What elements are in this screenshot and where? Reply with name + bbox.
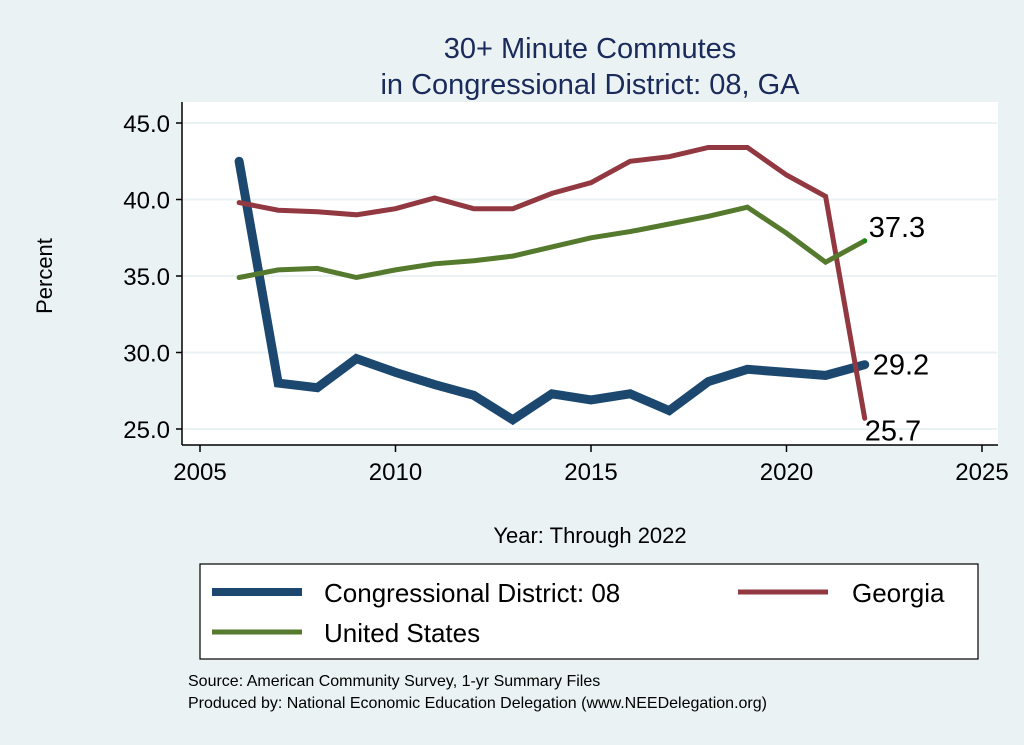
y-ticks: 25.0 30.0 35.0 40.0 45.0: [123, 111, 182, 444]
end-label-georgia: 25.7: [865, 415, 921, 447]
end-labels: 29.2 25.7 37.3: [862, 212, 929, 447]
x-tick-label: 2025: [955, 459, 1008, 486]
series-line-us: [236, 204, 868, 281]
gridlines: [183, 122, 997, 430]
legend-label-georgia: Georgia: [852, 578, 945, 608]
end-label-us: 37.3: [869, 212, 925, 244]
legend: Congressional District: 08 Georgia Unite…: [199, 563, 979, 660]
producer-note: Produced by: National Economic Education…: [188, 695, 767, 712]
y-tick-label: 25.0: [123, 417, 170, 444]
chart-title-line1: 30+ Minute Commutes: [444, 33, 737, 65]
legend-box: [199, 563, 979, 660]
x-ticks: 2005 2010 2015 2020 2025: [173, 445, 1009, 486]
y-tick-label: 45.0: [123, 111, 170, 138]
end-point-us: [862, 238, 868, 244]
y-tick-label: 40.0: [123, 188, 170, 215]
series-lines: [234, 145, 870, 426]
y-axis-label: Percent: [32, 238, 57, 314]
series-line-georgia: [236, 145, 868, 421]
y-tick-label: 35.0: [123, 264, 170, 291]
x-tick-label: 2005: [173, 459, 226, 486]
x-tick-label: 2015: [564, 459, 617, 486]
plot-area: [182, 102, 998, 445]
x-tick-label: 2010: [369, 459, 422, 486]
x-axis-label: Year: Through 2022: [493, 523, 686, 548]
source-note: Source: American Community Survey, 1-yr …: [188, 673, 600, 690]
end-label-district: 29.2: [873, 350, 929, 382]
series-line-district: [234, 156, 870, 426]
legend-label-us: United States: [324, 618, 480, 648]
y-tick-label: 30.0: [123, 341, 170, 368]
x-tick-label: 2020: [760, 459, 813, 486]
chart-title-line2: in Congressional District: 08, GA: [380, 69, 800, 101]
legend-label-district: Congressional District: 08: [324, 578, 620, 608]
